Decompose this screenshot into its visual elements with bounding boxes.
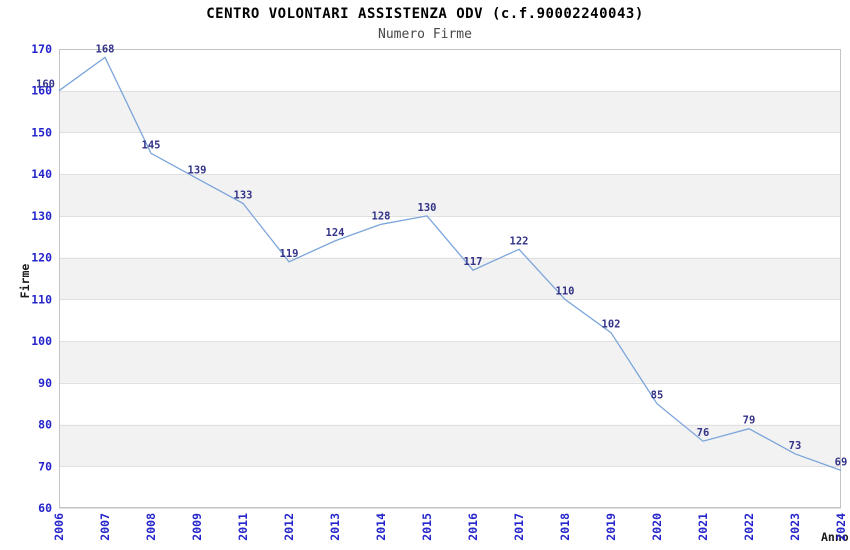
plot-band	[59, 257, 841, 300]
y-tick-label: 130	[31, 209, 52, 223]
x-tick-label: 2008	[144, 513, 158, 541]
data-point-label: 73	[789, 440, 802, 452]
data-point-label: 145	[142, 139, 161, 151]
x-tick-label: 2009	[190, 513, 204, 541]
y-tick-label: 150	[31, 126, 52, 140]
x-tick-label: 2023	[788, 513, 802, 541]
data-point-label: 124	[326, 227, 345, 239]
data-point-label: 168	[96, 43, 115, 55]
x-tick-label: 2022	[742, 513, 756, 541]
x-tick-label: 2015	[420, 513, 434, 541]
y-tick-label: 110	[31, 292, 52, 306]
y-tick-label: 160	[31, 84, 52, 98]
y-tick-label: 80	[38, 418, 52, 432]
x-tick-label: 2024	[834, 513, 848, 541]
y-tick-label: 100	[31, 334, 52, 348]
data-point-label: 130	[418, 202, 437, 214]
x-tick-label: 2018	[558, 513, 572, 541]
data-point-label: 119	[280, 248, 299, 260]
x-tick-label: 2007	[98, 513, 112, 541]
data-point-label: 85	[651, 390, 664, 402]
y-tick-label: 170	[31, 42, 52, 56]
x-tick-label: 2017	[512, 513, 526, 541]
x-axis-title: Anno	[821, 530, 849, 544]
y-tick-label: 70	[38, 459, 52, 473]
x-tick-label: 2013	[328, 513, 342, 541]
plot-band	[59, 299, 841, 342]
data-point-label: 69	[835, 456, 848, 468]
plot-border	[59, 49, 841, 508]
data-point-label: 102	[602, 319, 621, 331]
data-point-label: 117	[464, 256, 483, 268]
y-tick-label: 90	[38, 376, 52, 390]
data-point-label: 139	[188, 164, 207, 176]
chart-title: CENTRO VOLONTARI ASSISTENZA ODV (c.f.900…	[206, 6, 644, 22]
data-point-label: 76	[697, 427, 710, 439]
plot-band	[59, 466, 841, 508]
plot-band	[59, 132, 841, 175]
y-tick-label: 120	[31, 251, 52, 265]
data-point-label: 133	[234, 189, 253, 201]
x-tick-label: 2020	[650, 513, 664, 541]
x-tick-label: 2012	[282, 513, 296, 541]
x-tick-label: 2011	[236, 513, 250, 541]
y-tick-label: 140	[31, 167, 52, 181]
plot-band	[59, 341, 841, 383]
x-tick-label: 2021	[696, 513, 710, 541]
data-point-label: 79	[743, 415, 756, 427]
x-tick-label: 2019	[604, 513, 618, 541]
data-line	[58, 56, 842, 472]
plot-band	[59, 424, 841, 467]
x-tick-label: 2014	[374, 513, 388, 541]
x-tick-label: 2016	[466, 513, 480, 541]
chart-subtitle: Numero Firme	[378, 27, 472, 42]
y-tick-label: 60	[38, 501, 52, 515]
plot-band	[59, 215, 841, 258]
data-point-label: 110	[556, 285, 575, 297]
x-tick-label: 2006	[52, 513, 66, 541]
plot-band	[59, 174, 841, 216]
plot-band	[59, 90, 841, 133]
data-point-label: 122	[510, 235, 529, 247]
plot-band	[59, 382, 841, 425]
data-point-label: 160	[36, 79, 55, 91]
plot-band	[59, 49, 841, 91]
data-point-label: 128	[372, 210, 391, 222]
